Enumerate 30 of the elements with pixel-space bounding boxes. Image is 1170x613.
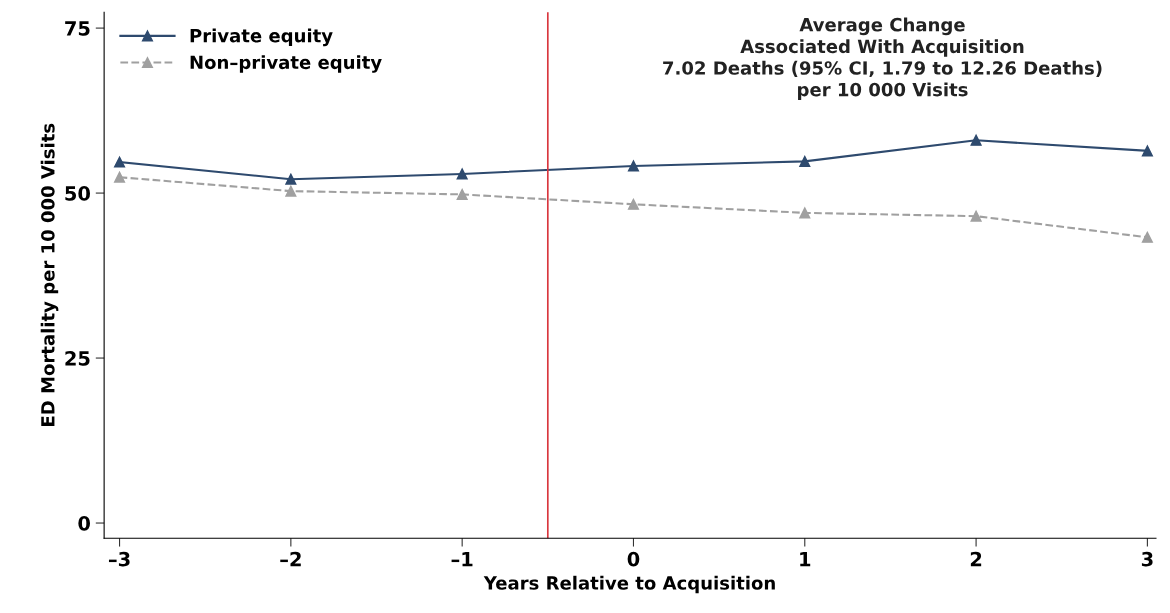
x-axis-title: Years Relative to Acquisition (483, 575, 775, 594)
point (285, 173, 297, 185)
legend-label: Non–private equity (190, 55, 382, 73)
point (970, 210, 982, 222)
y-tick-label: 75 (65, 21, 90, 36)
point (627, 198, 640, 210)
point (799, 155, 811, 167)
x-tick-label: –1 (451, 552, 473, 567)
point (627, 160, 640, 172)
y-tick-label: 50 (65, 186, 91, 201)
y-axis-title: ED Mortality per 10 000 Visits (40, 123, 59, 426)
point (1141, 231, 1153, 243)
x-tick-label: 1 (800, 552, 811, 567)
point (285, 185, 297, 197)
point (456, 188, 468, 200)
x-tick-label: 3 (1141, 551, 1153, 567)
y-tick-label: 25 (65, 351, 90, 366)
point (113, 171, 126, 183)
y-tick-label: 0 (78, 515, 91, 531)
x-tick-label: –2 (280, 551, 301, 567)
point (1141, 145, 1153, 157)
point (799, 207, 811, 219)
legend-label: Private equity (190, 28, 333, 47)
point (113, 156, 126, 168)
point (456, 168, 468, 180)
x-tick-label: –3 (108, 551, 130, 567)
x-tick-label: 0 (627, 551, 640, 567)
x-tick-label: 2 (970, 551, 982, 567)
annotation: Average Change Associated With Acquisition 7.02 Deaths (95% CI, 1.79 to 12.26 Deaths) per 10 000 Visits (663, 17, 1102, 100)
point (970, 134, 982, 146)
